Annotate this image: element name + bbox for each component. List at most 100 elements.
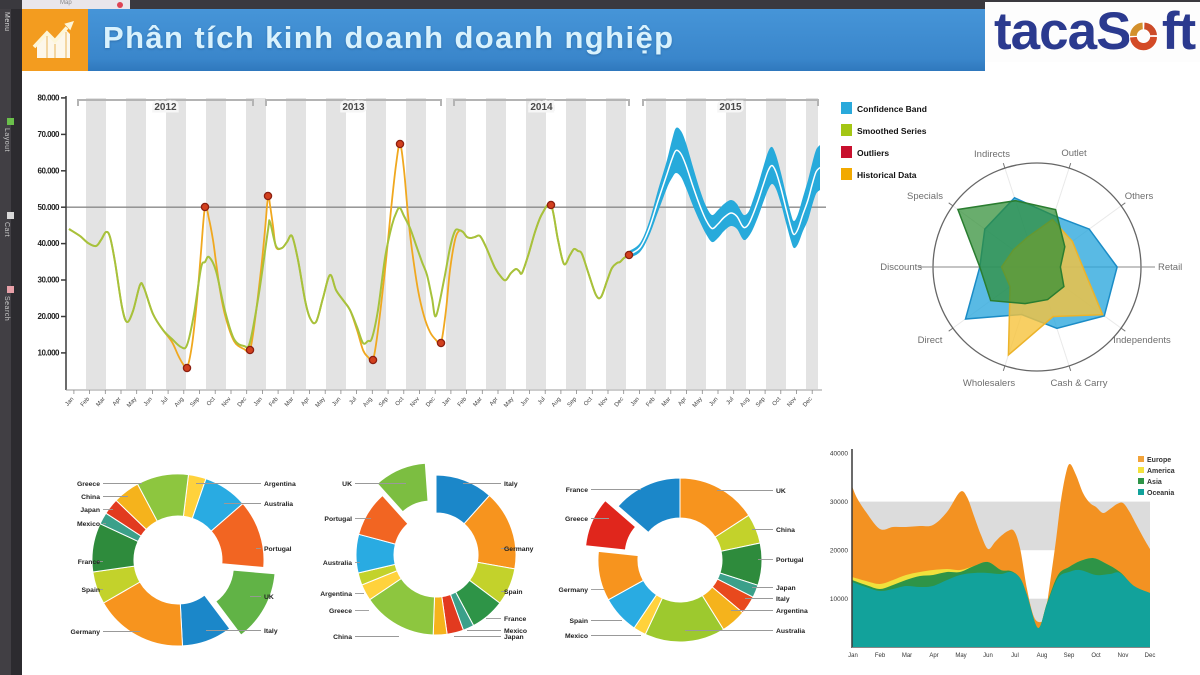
svg-text:2014: 2014 [530,102,553,113]
svg-text:UK: UK [342,481,352,488]
svg-text:Oct: Oct [206,396,217,407]
svg-text:May: May [503,396,515,409]
svg-text:Jul: Jul [726,396,736,406]
svg-text:Australia: Australia [776,628,805,635]
svg-text:Oct: Oct [1091,653,1101,659]
svg-text:2015: 2015 [719,102,742,113]
svg-text:Jul: Jul [537,396,547,406]
svg-text:Mexico: Mexico [504,628,527,635]
svg-text:Europe: Europe [1147,457,1171,464]
svg-text:Argentina: Argentina [320,591,352,598]
svg-text:Argentina: Argentina [776,608,808,615]
svg-text:2012: 2012 [154,102,177,113]
svg-text:Mexico: Mexico [565,633,588,640]
svg-text:Jun: Jun [983,653,993,659]
svg-text:Jun: Jun [143,396,154,407]
svg-text:Oct: Oct [583,396,594,407]
svg-text:Feb: Feb [645,396,657,408]
svg-text:Feb: Feb [457,396,469,408]
svg-text:Dec: Dec [425,396,436,408]
svg-text:Portugal: Portugal [324,516,352,523]
svg-text:Jun: Jun [709,396,720,407]
svg-text:Jul: Jul [349,396,359,406]
svg-text:Aug: Aug [739,396,750,408]
svg-text:Portugal: Portugal [776,557,804,564]
svg-text:Sep: Sep [1064,653,1075,659]
svg-text:Aug: Aug [1037,653,1048,659]
svg-text:Mar: Mar [284,396,295,408]
svg-text:Aug: Aug [174,396,185,408]
svg-text:Aug: Aug [362,396,373,408]
svg-text:UK: UK [776,488,786,495]
svg-text:France: France [566,487,589,494]
svg-text:Dec: Dec [802,396,813,408]
svg-text:Spain: Spain [504,589,523,596]
svg-text:Aug: Aug [551,396,562,408]
svg-text:May: May [692,396,704,409]
svg-text:Dec: Dec [614,396,625,408]
svg-text:UK: UK [264,594,274,601]
svg-text:Jul: Jul [160,396,170,406]
svg-text:Jan: Jan [630,396,641,407]
svg-text:Japan: Japan [504,634,524,641]
svg-text:70.000: 70.000 [38,130,61,139]
svg-text:Specials: Specials [907,191,943,202]
svg-text:50.000: 50.000 [38,203,61,212]
svg-text:Direct: Direct [918,335,943,346]
svg-text:Independents: Independents [1113,335,1171,346]
svg-text:Nov: Nov [787,396,798,408]
svg-text:Mar: Mar [902,653,912,659]
svg-text:Spain: Spain [81,587,100,594]
svg-text:40000: 40000 [830,451,848,458]
svg-text:2013: 2013 [342,102,365,113]
svg-text:Sep: Sep [378,396,390,409]
svg-text:Jan: Jan [442,396,453,407]
svg-text:Australia: Australia [323,560,352,567]
svg-text:Outlet: Outlet [1061,148,1087,159]
svg-text:Mar: Mar [473,396,484,408]
svg-text:Germany: Germany [71,629,101,636]
svg-text:80.000: 80.000 [38,94,61,103]
svg-text:Italy: Italy [504,481,518,488]
svg-text:May: May [315,396,327,409]
svg-text:Apr: Apr [677,396,688,407]
svg-text:China: China [333,634,352,641]
svg-text:May: May [955,653,966,659]
svg-text:Apr: Apr [929,653,938,659]
svg-text:Portugal: Portugal [264,546,292,553]
svg-text:Jun: Jun [520,396,531,407]
svg-text:Italy: Italy [264,628,278,635]
svg-text:America: America [1147,468,1175,475]
svg-text:Retail: Retail [1158,262,1182,273]
svg-text:Oct: Oct [772,396,783,407]
svg-text:20.000: 20.000 [38,312,61,321]
svg-text:Greece: Greece [77,481,100,488]
svg-text:Argentina: Argentina [264,481,296,488]
svg-text:Mar: Mar [96,396,107,408]
svg-text:Japan: Japan [776,585,796,592]
svg-text:10.000: 10.000 [38,349,61,358]
svg-text:Jul: Jul [1011,653,1019,659]
svg-text:Nov: Nov [221,396,232,408]
svg-text:China: China [776,527,795,534]
svg-text:Dec: Dec [237,396,248,408]
svg-text:Feb: Feb [875,653,886,659]
svg-text:Sep: Sep [567,396,579,409]
svg-text:Apr: Apr [489,396,500,407]
svg-text:60.000: 60.000 [38,166,61,175]
svg-text:Confidence Band: Confidence Band [857,104,927,114]
svg-text:Greece: Greece [329,608,352,615]
svg-text:France: France [504,616,527,623]
svg-text:Japan: Japan [80,507,100,514]
svg-text:Discounts: Discounts [880,262,922,273]
svg-text:Germany: Germany [504,546,534,553]
svg-text:Jan: Jan [253,396,264,407]
svg-text:Oct: Oct [395,396,406,407]
svg-text:Feb: Feb [268,396,280,408]
svg-text:Sep: Sep [190,396,202,409]
svg-text:Jan: Jan [848,653,858,659]
svg-text:France: France [78,559,101,566]
svg-text:Sep: Sep [755,396,767,409]
svg-text:30.000: 30.000 [38,276,61,285]
svg-text:Australia: Australia [264,501,293,508]
